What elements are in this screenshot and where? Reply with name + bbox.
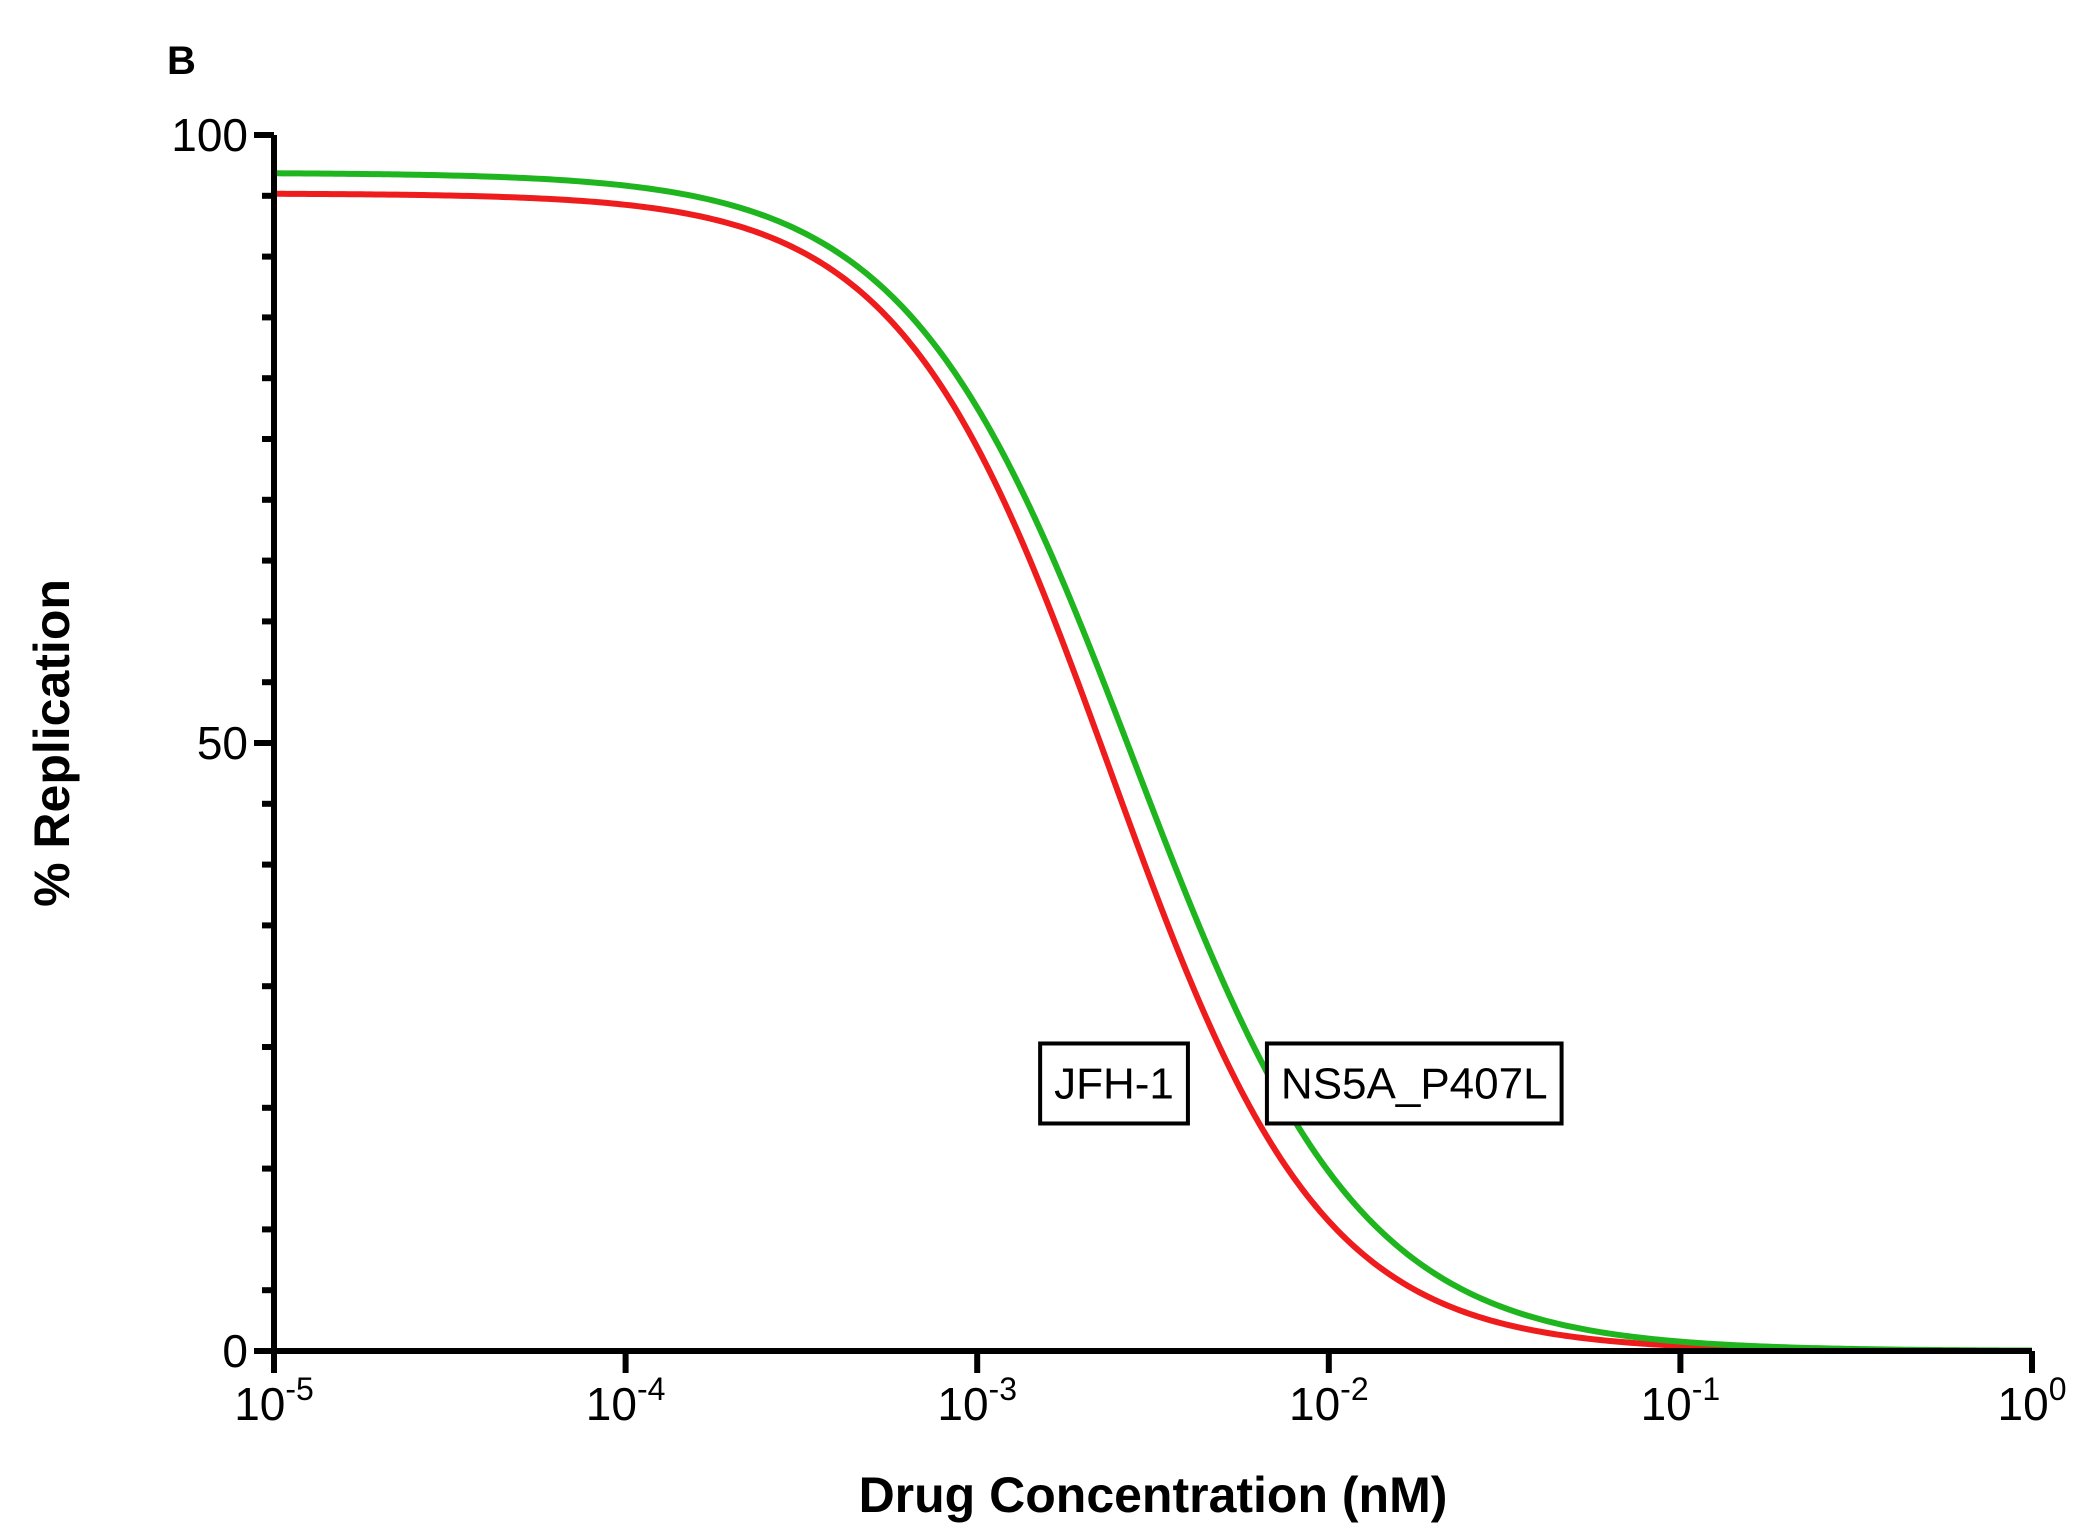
- x-tick-base: 10: [1289, 1378, 1340, 1430]
- series-layer: [273, 170, 2033, 1354]
- series-callout-box: [1264, 1041, 1564, 1126]
- series-callout-label: JFH-1: [1054, 1059, 1174, 1108]
- panel-label: B: [167, 39, 196, 83]
- x-tick-exponent: -3: [989, 1371, 1017, 1407]
- x-tick-label: 10-1: [1641, 1371, 1721, 1430]
- x-tick-exponent: -1: [1692, 1371, 1720, 1407]
- y-tick-label: 50: [197, 717, 248, 769]
- series-callout: NS5A_P407L: [1264, 1041, 1564, 1126]
- x-tick-base: 10: [234, 1378, 285, 1430]
- x-axis-title: Drug Concentration (nM): [859, 1467, 1448, 1523]
- x-tick-base: 10: [586, 1378, 637, 1430]
- x-tick-label: 10-4: [586, 1371, 666, 1430]
- y-axis-title: % Replication: [24, 579, 80, 907]
- x-tick-base: 10: [1641, 1378, 1692, 1430]
- x-tick-base: 10: [1998, 1378, 2049, 1430]
- x-tick-exponent: 0: [2049, 1371, 2067, 1407]
- x-tick-label: 10-5: [234, 1371, 314, 1430]
- series-line-jfh-1: [273, 190, 2033, 1354]
- x-tick-label: 100: [1998, 1371, 2067, 1430]
- series-line-ns5a-p407l: [273, 170, 2033, 1354]
- series-callout: JFH-1: [1038, 1041, 1190, 1126]
- x-tick-base: 10: [937, 1378, 988, 1430]
- series-callouts: JFH-1 NS5A_P407L: [1038, 1041, 1564, 1126]
- y-ticks: 0 50 100: [171, 109, 274, 1377]
- x-ticks: 10-5 10-4 10-3 10-2 10-1 100: [234, 1351, 2066, 1430]
- x-tick-label: 10-2: [1289, 1371, 1369, 1430]
- x-tick-exponent: -5: [285, 1371, 313, 1407]
- series-callout-label: NS5A_P407L: [1281, 1059, 1548, 1108]
- x-tick-label: 10-3: [937, 1371, 1017, 1430]
- y-tick-label: 0: [222, 1325, 248, 1377]
- x-tick-exponent: -2: [1340, 1371, 1368, 1407]
- series-callout-box: [1038, 1041, 1190, 1126]
- x-tick-exponent: -4: [637, 1371, 665, 1407]
- y-tick-label: 100: [171, 109, 248, 161]
